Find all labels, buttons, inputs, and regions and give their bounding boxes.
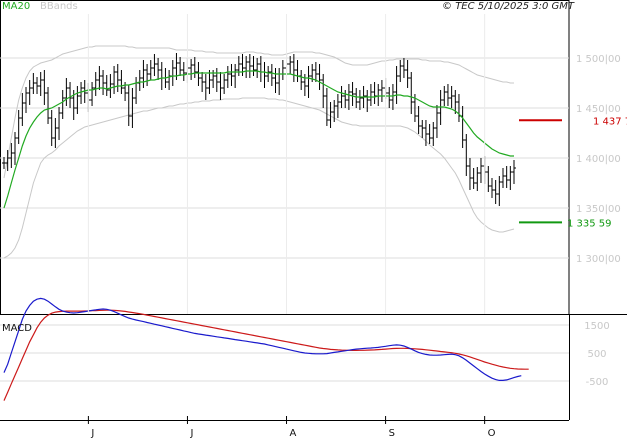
legend-bbands: BBands [40, 1, 78, 12]
macd-panel: 1500 500 -500 [0, 297, 610, 421]
bband-lower-line [3, 97, 515, 259]
x-tick-label: O [488, 428, 496, 439]
x-tick-label: J [90, 428, 94, 439]
price-tick-label: 1 400|00 [576, 154, 621, 165]
macd-signal-line [3, 309, 529, 401]
x-tick-label: J [189, 428, 193, 439]
macd-tick-label: 500 [587, 349, 606, 360]
legend-ma20: MA20 [2, 1, 30, 12]
price-panel: 1 300|00 1 350|00 1 400|00 1 450|00 1 500|00… [0, 0, 627, 315]
source-label: © TEC 5/10/2025 3:0 GMT [442, 1, 575, 12]
macd-tick-label: -500 [586, 377, 609, 388]
bband-upper-line [3, 45, 514, 179]
resistance-label: 1 437 7 [593, 116, 627, 127]
ma20-line [3, 70, 514, 209]
macd-tick-label: 1500 [584, 321, 609, 332]
price-tick-label: 1 300|00 [576, 254, 621, 265]
macd-line [3, 297, 522, 381]
macd-title: MACD [2, 323, 32, 334]
price-tick-label: 1 500|00 [576, 54, 621, 65]
support-label: 1 335 59 [567, 218, 612, 229]
price-tick-label: 1 450|00 [576, 104, 621, 115]
price-tick-label: 1 350|00 [576, 204, 621, 215]
x-tick-label: S [389, 428, 395, 439]
x-tick-label: A [290, 428, 297, 439]
